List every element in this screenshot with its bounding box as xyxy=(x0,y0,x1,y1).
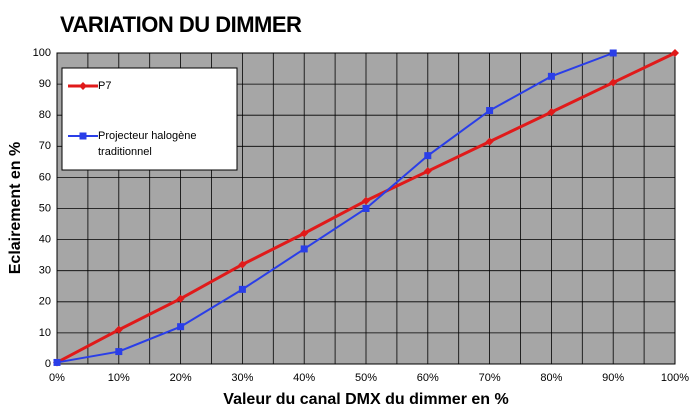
y-tick-label: 90 xyxy=(39,78,51,90)
data-point xyxy=(176,294,185,303)
data-point xyxy=(362,196,370,205)
legend-label-box: Projecteur halogène traditionnel xyxy=(98,130,197,158)
y-tick-label: 70 xyxy=(39,140,51,152)
data-point xyxy=(362,205,370,212)
x-tick-label: 60% xyxy=(417,372,439,384)
legend-marker xyxy=(79,82,87,90)
y-tick-label: 0 xyxy=(45,358,51,370)
y-tick-label: 40 xyxy=(39,234,51,246)
series-line xyxy=(56,52,614,364)
y-tick-label: 30 xyxy=(39,265,51,277)
data-point xyxy=(53,358,61,366)
y-tick-label: 20 xyxy=(39,296,51,308)
y-tick-label: 50 xyxy=(39,202,51,214)
legend-label: P7 xyxy=(98,80,112,92)
data-point xyxy=(300,229,309,238)
data-point xyxy=(423,167,432,176)
data-point xyxy=(238,260,247,269)
y-axis-label: Eclairement en % xyxy=(7,142,24,275)
chart-title: VARIATION DU DIMMER xyxy=(60,12,302,37)
x-tick-label: 30% xyxy=(231,372,253,384)
legend-label: Projecteur halogène traditionnel xyxy=(98,130,197,158)
y-tick-label: 80 xyxy=(39,109,51,121)
plot-border xyxy=(56,52,676,365)
data-point xyxy=(485,137,494,146)
x-tick-label: 10% xyxy=(108,372,130,384)
x-tick-label: 70% xyxy=(479,372,501,384)
x-tick-label: 90% xyxy=(602,372,624,384)
x-tick-label: 0% xyxy=(49,372,65,384)
x-axis-label: Valeur du canal DMX du dimmer en % xyxy=(223,391,508,408)
x-tick-label: 20% xyxy=(170,372,192,384)
x-tick-label: 40% xyxy=(293,372,315,384)
data-point xyxy=(486,107,494,115)
y-tick-label: 10 xyxy=(39,327,51,339)
data-point xyxy=(238,285,246,293)
x-tick-label: 100% xyxy=(661,372,689,384)
data-point xyxy=(115,348,123,356)
y-tick-label: 100 xyxy=(33,47,51,59)
data-point xyxy=(177,323,185,331)
x-tick-label: 50% xyxy=(355,372,377,384)
data-point xyxy=(609,49,617,57)
data-point xyxy=(547,72,555,80)
data-point xyxy=(300,245,308,253)
x-tick-label: 80% xyxy=(540,372,562,384)
y-tick-label: 60 xyxy=(39,171,51,183)
data-point xyxy=(671,49,679,57)
data-point xyxy=(424,152,432,160)
legend-label-box: P7 xyxy=(98,80,112,92)
data-point xyxy=(609,78,618,87)
data-point xyxy=(547,108,556,117)
legend-marker xyxy=(79,132,87,140)
data-point xyxy=(114,325,123,334)
